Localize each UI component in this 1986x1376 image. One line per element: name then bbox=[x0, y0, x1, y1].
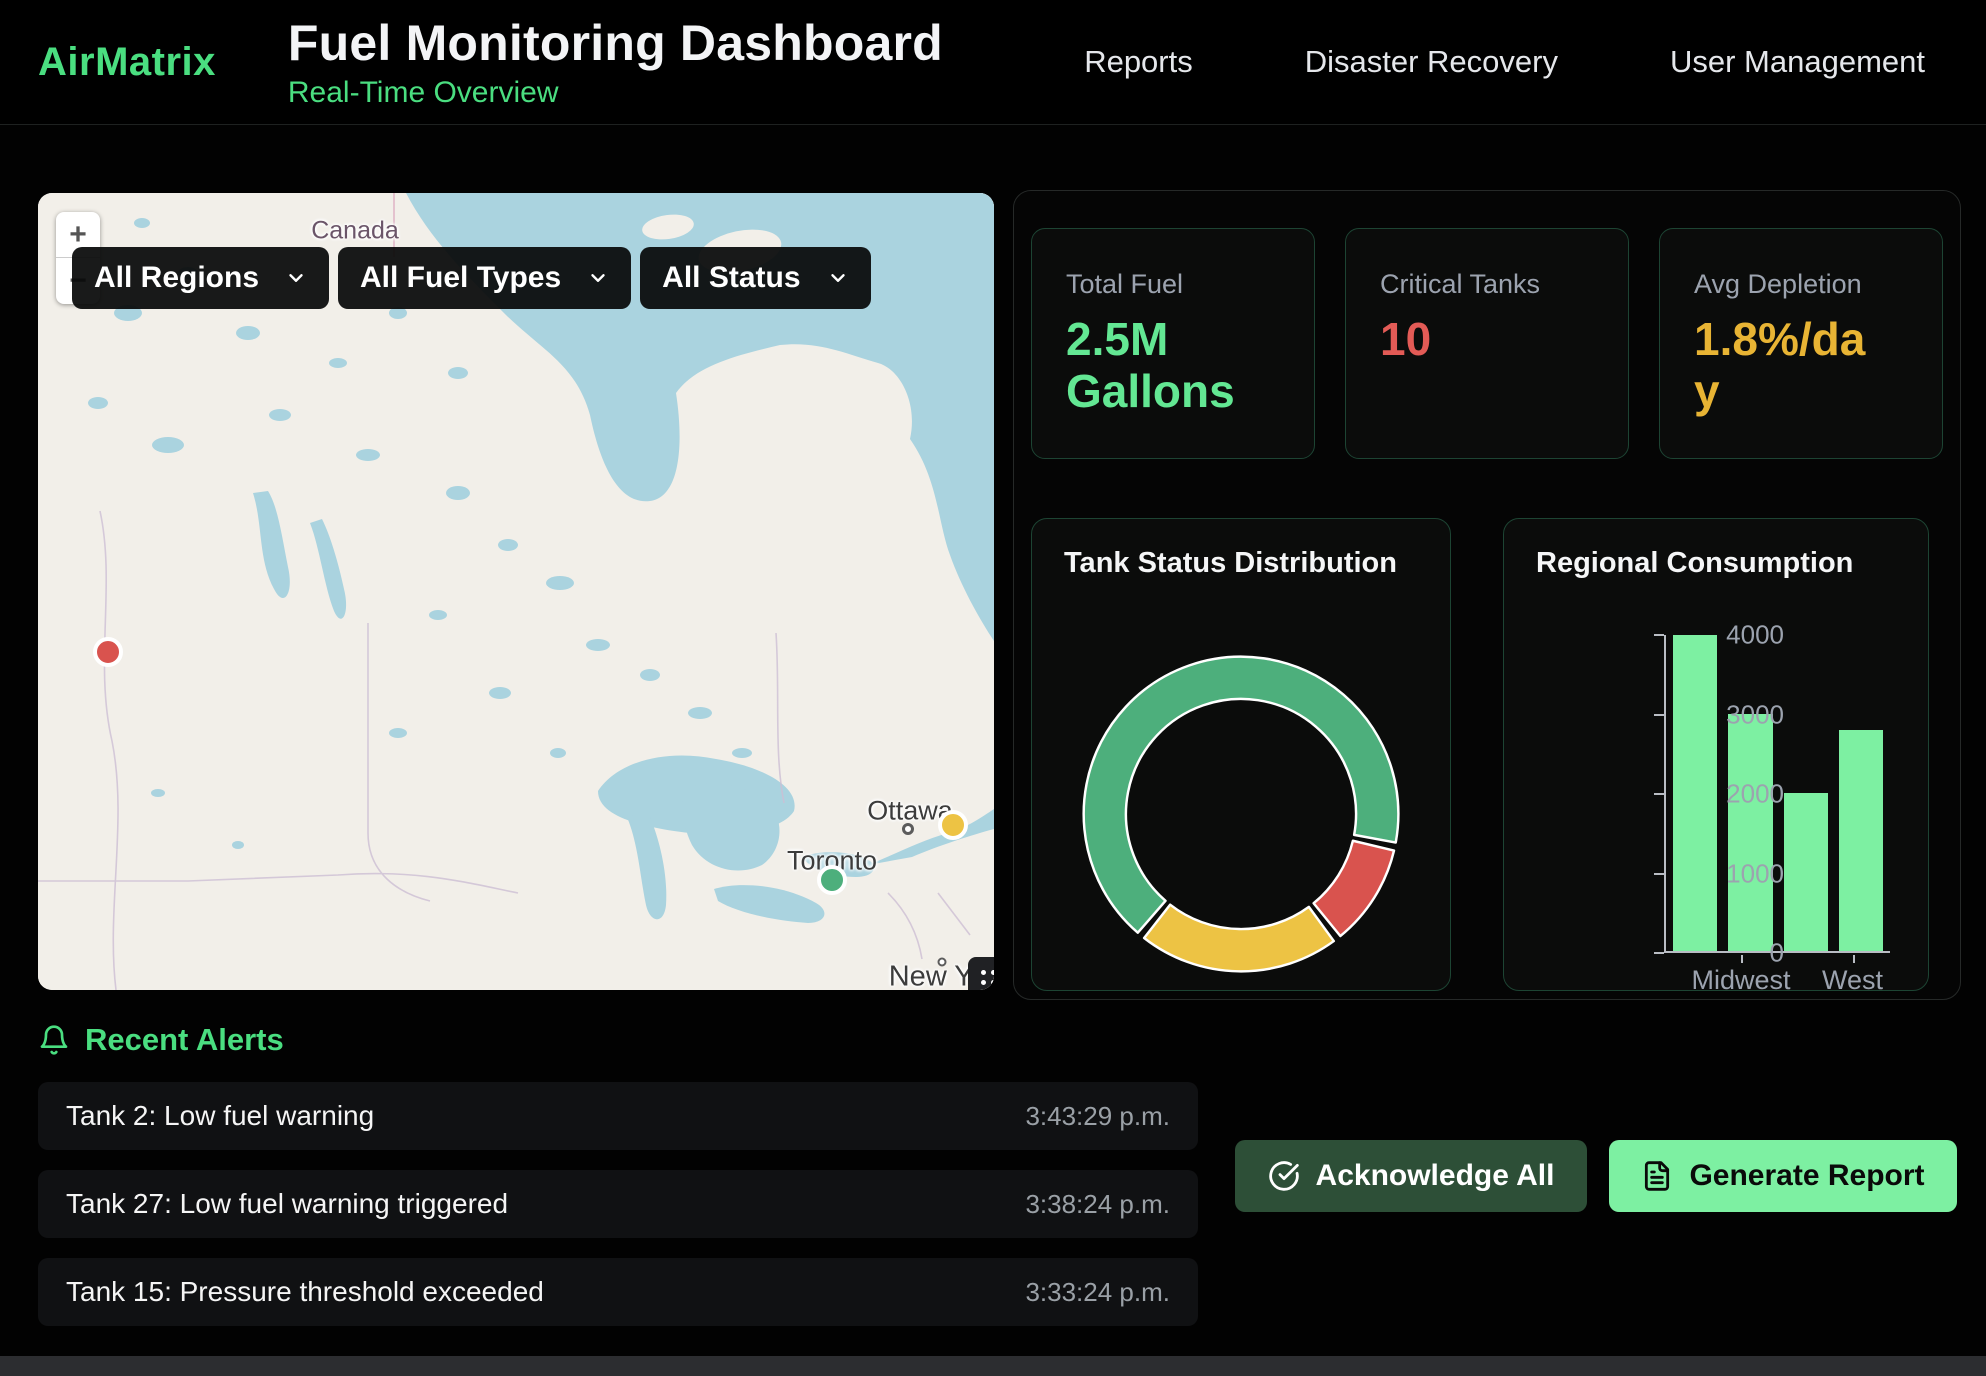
bar-Midwest bbox=[1728, 714, 1772, 951]
donut-chart-canvas bbox=[1064, 634, 1418, 991]
bar-chart-x-axis: Midwest West bbox=[1664, 955, 1890, 991]
alerts-title: Recent Alerts bbox=[85, 1022, 284, 1058]
bottom-strip bbox=[0, 1356, 1986, 1376]
alert-message: Tank 27: Low fuel warning triggered bbox=[66, 1188, 508, 1220]
header: AirMatrix Fuel Monitoring Dashboard Real… bbox=[0, 0, 1986, 125]
bell-icon bbox=[38, 1024, 70, 1056]
alert-row: Tank 27: Low fuel warning triggered 3:38… bbox=[38, 1170, 1198, 1238]
stat-card-avg-depletion: Avg Depletion 1.8%/day bbox=[1659, 228, 1943, 459]
app-logo: AirMatrix bbox=[38, 40, 216, 85]
alert-list: Tank 2: Low fuel warning 3:43:29 p.m. Ta… bbox=[38, 1082, 1198, 1326]
alert-message: Tank 2: Low fuel warning bbox=[66, 1100, 374, 1132]
x-tick-label: Midwest bbox=[1691, 955, 1790, 991]
nav-item-user-management[interactable]: User Management bbox=[1670, 44, 1925, 80]
y-tick-mark bbox=[1654, 952, 1664, 954]
donut-chart-title: Tank Status Distribution bbox=[1064, 547, 1418, 580]
tank-marker-critical[interactable] bbox=[93, 637, 123, 667]
tank-marker-normal[interactable] bbox=[817, 865, 847, 895]
tank-status-card: Tank Status Distribution bbox=[1031, 518, 1451, 991]
tank-marker-warning[interactable] bbox=[938, 810, 968, 840]
x-tick-label: West bbox=[1822, 955, 1883, 991]
file-text-icon bbox=[1641, 1160, 1673, 1192]
alert-row: Tank 2: Low fuel warning 3:43:29 p.m. bbox=[38, 1082, 1198, 1150]
region-filter-value: All Regions bbox=[94, 261, 259, 295]
y-tick-label: 1000 bbox=[1726, 858, 1784, 889]
donut-segment-warning bbox=[1144, 905, 1334, 972]
ottawa-city-dot bbox=[902, 823, 914, 835]
y-tick-mark bbox=[1654, 714, 1664, 716]
y-tick-label: 3000 bbox=[1726, 699, 1784, 730]
fuel-type-filter-value: All Fuel Types bbox=[360, 261, 561, 295]
stat-value: 10 bbox=[1380, 314, 1555, 366]
page-subtitle: Real-Time Overview bbox=[288, 76, 943, 110]
y-tick-mark bbox=[1654, 793, 1664, 795]
alert-time: 3:33:24 p.m. bbox=[1025, 1277, 1170, 1308]
status-filter-value: All Status bbox=[662, 261, 800, 295]
status-filter-select[interactable]: All Status bbox=[640, 247, 870, 309]
alert-time: 3:43:29 p.m. bbox=[1025, 1101, 1170, 1132]
regional-consumption-card: Regional Consumption 01000200030004000 M… bbox=[1503, 518, 1929, 991]
stat-label: Total Fuel bbox=[1066, 269, 1280, 300]
dashboard-page: AirMatrix Fuel Monitoring Dashboard Real… bbox=[0, 0, 1986, 1376]
map[interactable]: Canada Ottawa Toronto New York + − All R… bbox=[38, 193, 994, 990]
charts-row: Tank Status Distribution Regional Consum… bbox=[1031, 518, 1943, 991]
stat-label: Avg Depletion bbox=[1694, 269, 1908, 300]
title-block: Fuel Monitoring Dashboard Real-Time Over… bbox=[288, 14, 943, 110]
donut-segment-critical bbox=[1314, 841, 1394, 936]
bar-West bbox=[1839, 730, 1883, 951]
stat-card-total-fuel: Total Fuel 2.5M Gallons bbox=[1031, 228, 1315, 459]
x-tick-label bbox=[1802, 955, 1811, 991]
check-circle-icon bbox=[1268, 1160, 1300, 1192]
x-tick-label bbox=[1671, 955, 1680, 991]
map-label-canada: Canada bbox=[311, 217, 399, 246]
bar-chart-title: Regional Consumption bbox=[1536, 547, 1896, 580]
nav-item-disaster-recovery[interactable]: Disaster Recovery bbox=[1305, 44, 1558, 80]
nav-item-reports[interactable]: Reports bbox=[1084, 44, 1193, 80]
acknowledge-all-label: Acknowledge All bbox=[1316, 1159, 1555, 1193]
main-nav: Reports Disaster Recovery User Managemen… bbox=[1084, 44, 1925, 80]
chevron-down-icon bbox=[827, 267, 849, 289]
generate-report-label: Generate Report bbox=[1689, 1159, 1924, 1193]
donut-chart bbox=[1064, 634, 1418, 991]
region-filter-select[interactable]: All Regions bbox=[72, 247, 329, 309]
acknowledge-all-button[interactable]: Acknowledge All bbox=[1235, 1140, 1587, 1212]
y-tick-mark bbox=[1654, 873, 1664, 875]
bar-region-3 bbox=[1784, 793, 1828, 951]
alert-message: Tank 15: Pressure threshold exceeded bbox=[66, 1276, 544, 1308]
stat-label: Critical Tanks bbox=[1380, 269, 1594, 300]
stat-card-critical-tanks: Critical Tanks 10 bbox=[1345, 228, 1629, 459]
alerts-header: Recent Alerts bbox=[38, 1022, 1958, 1058]
bar-region-1 bbox=[1673, 635, 1717, 951]
bar-chart: 01000200030004000 bbox=[1536, 635, 1896, 953]
y-tick-mark bbox=[1654, 634, 1664, 636]
y-tick-label: 2000 bbox=[1726, 779, 1784, 810]
stats-row: Total Fuel 2.5M Gallons Critical Tanks 1… bbox=[1031, 228, 1943, 456]
generate-report-button[interactable]: Generate Report bbox=[1609, 1140, 1957, 1212]
metrics-panel: Total Fuel 2.5M Gallons Critical Tanks 1… bbox=[1013, 190, 1961, 1000]
y-tick-label: 4000 bbox=[1726, 620, 1784, 651]
map-filters: All Regions All Fuel Types All Status bbox=[72, 247, 871, 309]
stat-value: 1.8%/day bbox=[1694, 314, 1869, 418]
new-york-city-dot bbox=[938, 958, 947, 967]
stat-value: 2.5M Gallons bbox=[1066, 314, 1241, 418]
map-drag-handle-icon[interactable] bbox=[968, 957, 994, 990]
fuel-type-filter-select[interactable]: All Fuel Types bbox=[338, 247, 631, 309]
chevron-down-icon bbox=[587, 267, 609, 289]
alert-row: Tank 15: Pressure threshold exceeded 3:3… bbox=[38, 1258, 1198, 1326]
alert-time: 3:38:24 p.m. bbox=[1025, 1189, 1170, 1220]
chevron-down-icon bbox=[285, 267, 307, 289]
page-title: Fuel Monitoring Dashboard bbox=[288, 14, 943, 72]
